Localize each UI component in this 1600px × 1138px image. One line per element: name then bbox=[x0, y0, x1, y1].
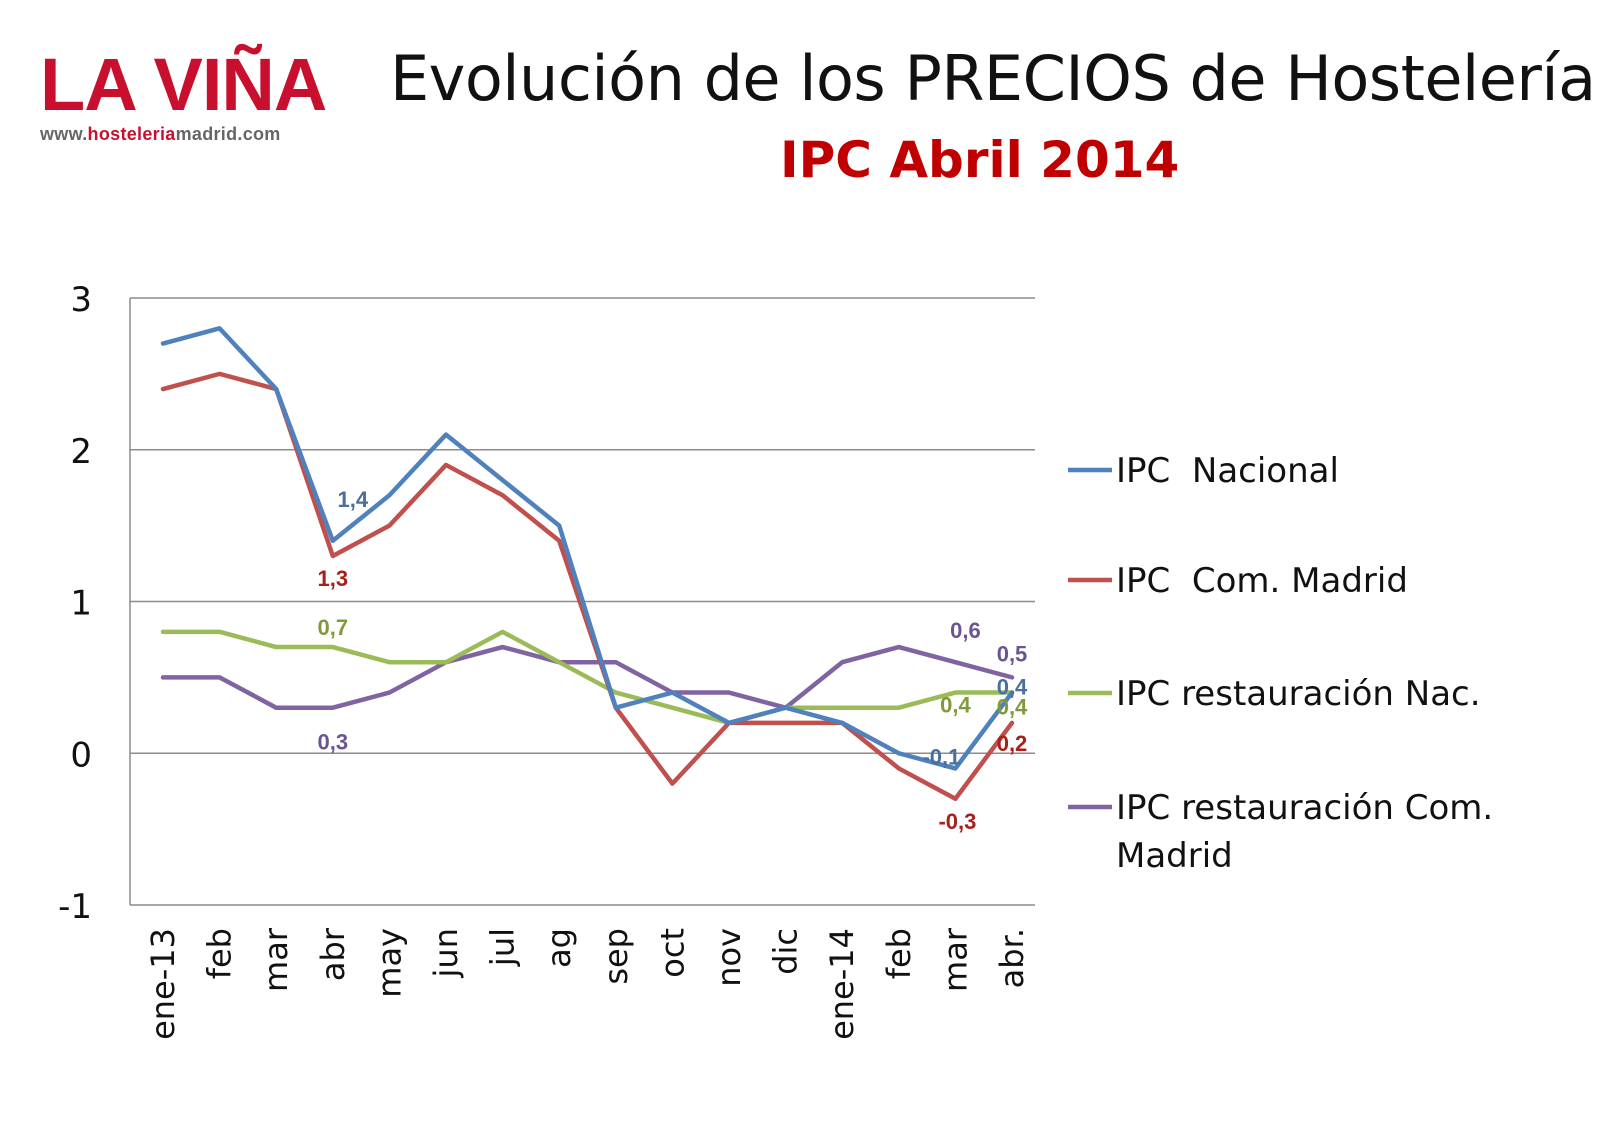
x-tick-label: jul bbox=[484, 928, 522, 967]
grid-layer bbox=[130, 297, 1035, 754]
x-tick-label: sep bbox=[597, 928, 635, 985]
data-label: 0,3 bbox=[318, 730, 349, 755]
x-tick-label: abr. bbox=[993, 928, 1031, 988]
data-label: 0,4 bbox=[997, 695, 1028, 720]
x-tick-label: oct bbox=[653, 928, 691, 978]
x-tick-label: feb bbox=[201, 928, 239, 979]
y-tick-label: 1 bbox=[70, 584, 92, 624]
x-tick-label: mar bbox=[936, 927, 974, 992]
x-tick-label: ag bbox=[540, 928, 578, 968]
logo: LA VIÑA www.hosteleriamadrid.com bbox=[40, 48, 350, 145]
page-title: Evolución de los PRECIOS de Hostelería bbox=[390, 42, 1596, 115]
data-label: 1,4 bbox=[338, 487, 369, 512]
legend: IPC Nacional IPC Com. Madrid IPC restaurac… bbox=[1068, 451, 1493, 876]
x-tick-label: ene-13 bbox=[144, 928, 182, 1040]
data-label: 1,3 bbox=[318, 566, 349, 591]
x-tick-label: abr bbox=[314, 927, 352, 981]
series-line bbox=[160, 326, 1015, 771]
x-tick-label: dic bbox=[767, 928, 805, 975]
data-label: -0,1 bbox=[922, 744, 960, 769]
x-tick-label: nov bbox=[710, 928, 748, 987]
legend-label: IPC Nacional bbox=[1116, 451, 1339, 491]
page-subtitle: IPC Abril 2014 bbox=[780, 131, 1180, 189]
y-tick-label: 0 bbox=[70, 735, 92, 775]
x-tick-label: feb bbox=[880, 928, 918, 979]
x-tick-label: may bbox=[370, 928, 408, 998]
legend-label: IPC Com. Madrid bbox=[1116, 561, 1408, 601]
logo-url: www.hosteleriamadrid.com bbox=[40, 124, 350, 145]
series-line bbox=[160, 629, 1015, 726]
data-label: 0,2 bbox=[997, 731, 1028, 756]
logo-url-suffix: madrid.com bbox=[175, 124, 281, 144]
x-tick-label: jun bbox=[427, 928, 465, 978]
series-line bbox=[160, 371, 1015, 802]
data-label-layer: 1,41,30,70,30,60,4-0,1-0,30,50,40,40,2 bbox=[318, 487, 1029, 834]
logo-text: LA VIÑA bbox=[40, 43, 327, 126]
x-tick-label: mar bbox=[257, 927, 295, 992]
logo-url-prefix: www. bbox=[40, 124, 88, 144]
logo-url-highlight: hosteleria bbox=[87, 124, 176, 144]
data-label: 0,5 bbox=[997, 641, 1028, 666]
y-tick-label: 2 bbox=[70, 432, 92, 472]
x-tick-label: ene-14 bbox=[823, 928, 861, 1040]
legend-label: IPC restauración Com. Madrid bbox=[1116, 788, 1493, 876]
y-tick-label: -1 bbox=[58, 887, 92, 927]
data-label: 0,4 bbox=[997, 675, 1028, 700]
series-layer bbox=[160, 326, 1015, 802]
y-tick-label: 3 bbox=[70, 280, 92, 320]
data-label: 0,7 bbox=[318, 615, 349, 640]
data-label: 0,4 bbox=[940, 693, 971, 718]
legend-label: IPC restauración Nac. bbox=[1116, 674, 1481, 714]
data-label: -0,3 bbox=[938, 809, 976, 834]
series-line bbox=[160, 644, 1015, 710]
data-label: 0,6 bbox=[950, 618, 981, 643]
